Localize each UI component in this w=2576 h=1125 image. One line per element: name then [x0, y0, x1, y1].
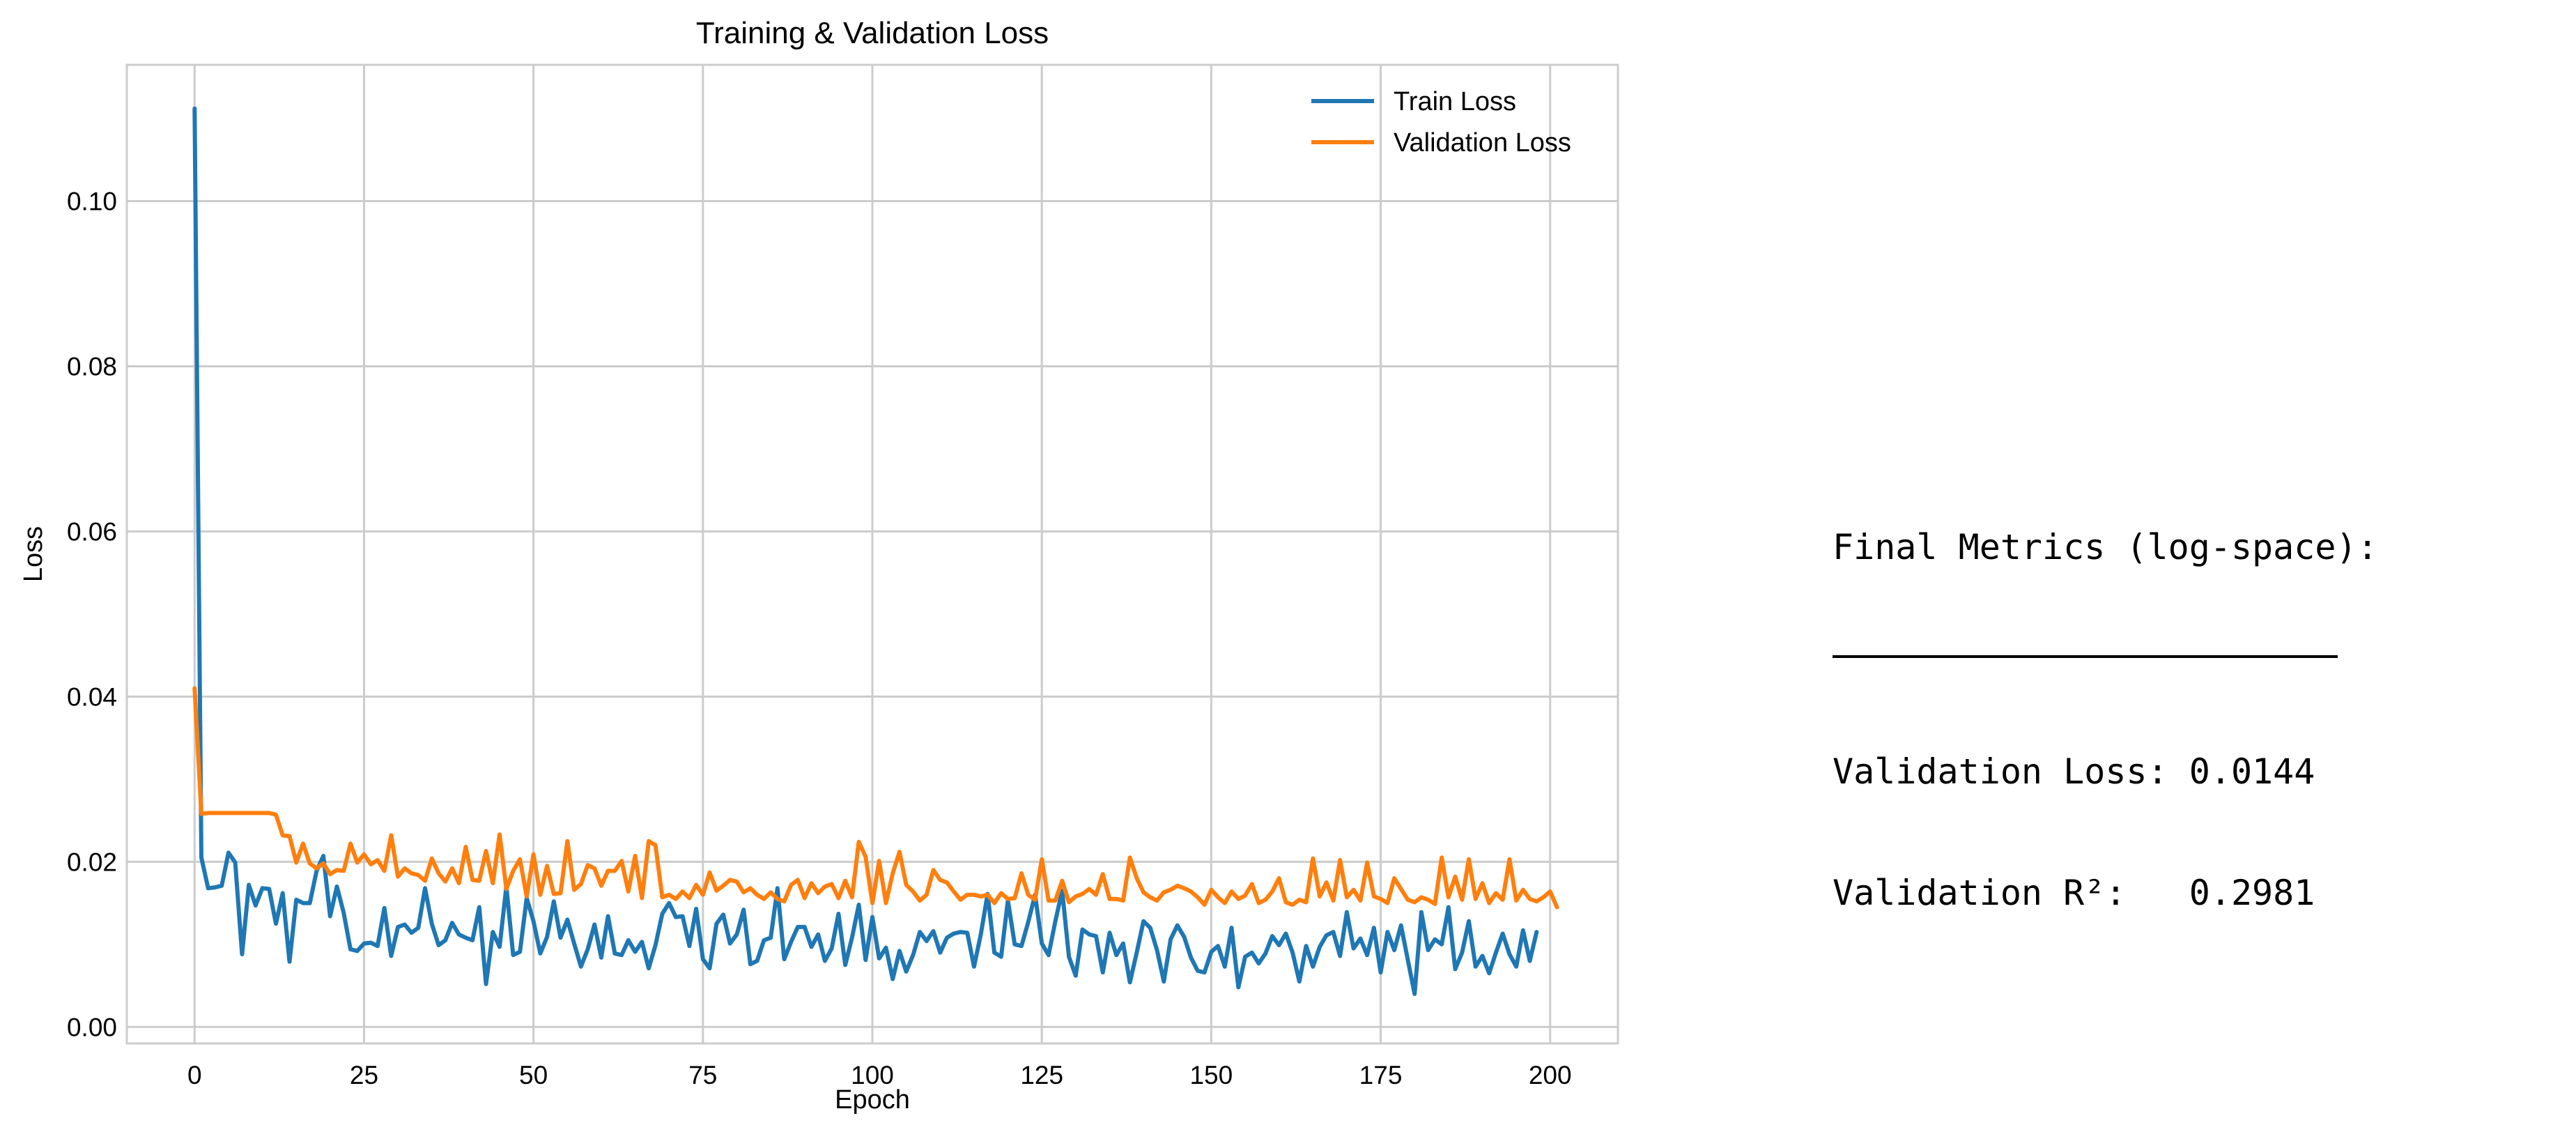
- x-tick-label: 25: [350, 1061, 378, 1089]
- x-axis-label: Epoch: [835, 1085, 910, 1115]
- x-tick-label: 125: [1020, 1061, 1063, 1089]
- plot-frame: [125, 63, 1619, 1045]
- x-tick-label: 200: [1529, 1061, 1572, 1089]
- grid: [127, 65, 1618, 1043]
- metrics-divider: [1833, 655, 2338, 658]
- x-tick-label: 75: [688, 1061, 717, 1089]
- y-axis-ticks: 0.00 0.02 0.04 0.06 0.08 0.10: [67, 187, 117, 1041]
- y-tick-label: 0.08: [67, 352, 117, 381]
- y-tick-label: 0.10: [67, 187, 117, 215]
- metrics-validation-r2: Validation R²: 0.2981: [1833, 873, 2315, 913]
- x-tick-label: 175: [1359, 1061, 1403, 1089]
- metrics-heading: Final Metrics (log-space):: [1833, 527, 2378, 567]
- series-lines: [192, 106, 1559, 996]
- metrics-validation-loss: Validation Loss: 0.0144: [1833, 751, 2315, 792]
- final-metrics-panel: Final Metrics (log-space): Validation Lo…: [1833, 446, 2378, 954]
- y-tick-label: 0.04: [67, 682, 117, 711]
- validation-loss-line: [192, 686, 1559, 910]
- y-tick-label: 0.02: [67, 848, 117, 876]
- legend-label-train: Train Loss: [1394, 87, 1516, 116]
- x-tick-label: 0: [187, 1061, 202, 1089]
- x-axis-ticks: 0 25 50 75 100 125 150 175 200: [187, 1061, 1572, 1089]
- legend: Train Loss Validation Loss: [1311, 87, 1571, 158]
- x-tick-label: 100: [851, 1061, 894, 1089]
- y-axis-label: Loss: [19, 526, 48, 582]
- chart-title: Training & Validation Loss: [696, 16, 1049, 50]
- train-loss-line: [192, 106, 1539, 996]
- y-tick-label: 0.00: [67, 1013, 117, 1041]
- y-tick-label: 0.06: [67, 517, 117, 546]
- x-tick-label: 50: [519, 1061, 548, 1089]
- x-tick-label: 150: [1189, 1061, 1233, 1089]
- legend-label-validation: Validation Loss: [1394, 128, 1571, 158]
